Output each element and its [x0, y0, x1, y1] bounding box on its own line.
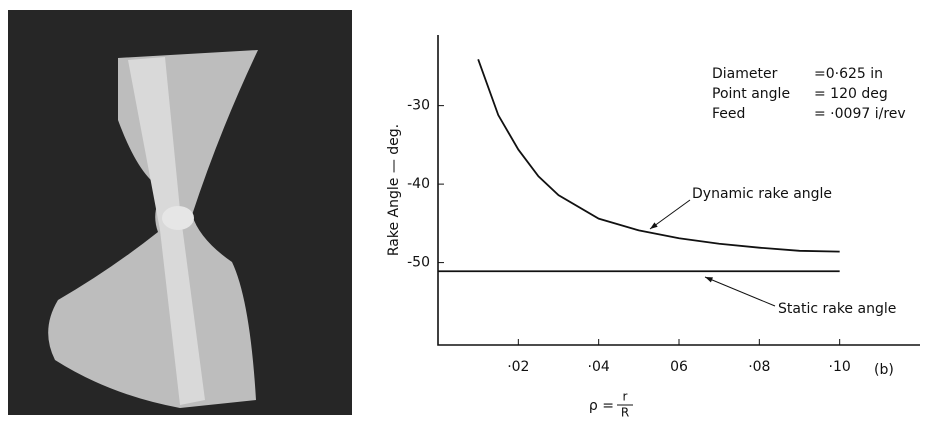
series-label: Dynamic rake angle [692, 186, 832, 202]
arrow-head [705, 277, 713, 283]
series-label: Static rake angle [778, 301, 896, 317]
x-axis-label-numerator: r [623, 390, 628, 404]
info-value: = ·0097 i/rev [814, 106, 906, 122]
info-value: =0·625 in [814, 66, 883, 82]
drill-web [128, 57, 205, 405]
y-tick-label: -40 [407, 176, 430, 192]
y-axis-label: Rake Angle — deg. [386, 124, 402, 256]
y-tick-label: -50 [407, 255, 430, 271]
leader-line [649, 199, 691, 230]
arrow-head [650, 222, 658, 229]
x-axis-label-denominator: R [621, 406, 629, 420]
x-tick-label: ·04 [588, 359, 610, 375]
info-label: Diameter [712, 66, 778, 82]
x-tick-label: 06 [670, 359, 688, 375]
info-label: Point angle [712, 86, 790, 102]
data-line [477, 59, 840, 253]
y-tick-label: -30 [407, 98, 430, 114]
drill-section [48, 50, 258, 408]
leader-line [704, 276, 776, 307]
x-axis-label: ρ = [589, 398, 614, 414]
drill-photo [8, 10, 352, 415]
drill-center [162, 206, 194, 230]
x-tick-label: ·08 [748, 359, 770, 375]
info-label: Feed [712, 106, 745, 122]
x-tick-label: ·02 [507, 359, 529, 375]
info-value: = 120 deg [814, 86, 888, 102]
x-tick-label: ·10 [829, 359, 851, 375]
panel-label: (b) [874, 362, 894, 378]
